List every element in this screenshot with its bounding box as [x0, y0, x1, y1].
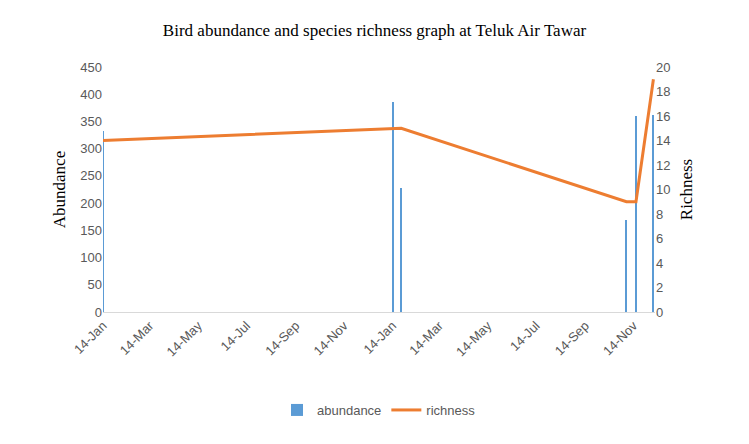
svg-text:Abundance: Abundance — [50, 151, 69, 228]
svg-text:0: 0 — [95, 305, 102, 320]
svg-text:150: 150 — [80, 223, 102, 238]
svg-text:400: 400 — [80, 87, 102, 102]
svg-text:richness: richness — [426, 403, 475, 418]
svg-text:abundance: abundance — [317, 403, 381, 418]
svg-text:14-Mar: 14-Mar — [117, 318, 157, 358]
svg-text:12: 12 — [656, 158, 670, 173]
svg-text:100: 100 — [80, 250, 102, 265]
svg-text:14-Sep: 14-Sep — [552, 318, 592, 358]
svg-text:2: 2 — [656, 280, 663, 295]
svg-text:6: 6 — [656, 231, 663, 246]
svg-text:Bird abundance and species ric: Bird abundance and species richness grap… — [163, 21, 587, 40]
svg-text:200: 200 — [80, 196, 102, 211]
svg-text:350: 350 — [80, 114, 102, 129]
svg-text:14: 14 — [656, 133, 670, 148]
svg-text:16: 16 — [656, 109, 670, 124]
svg-text:4: 4 — [656, 256, 663, 271]
svg-text:Richness: Richness — [677, 159, 696, 220]
svg-text:14-Sep: 14-Sep — [262, 318, 302, 358]
svg-text:50: 50 — [88, 277, 102, 292]
svg-text:14-Jan: 14-Jan — [71, 318, 110, 357]
svg-text:0: 0 — [656, 305, 663, 320]
svg-text:20: 20 — [656, 60, 670, 75]
svg-text:14-Nov: 14-Nov — [311, 318, 352, 359]
svg-text:14-Nov: 14-Nov — [600, 318, 641, 359]
svg-text:450: 450 — [80, 60, 102, 75]
svg-text:14-Mar: 14-Mar — [406, 318, 446, 358]
svg-text:250: 250 — [80, 168, 102, 183]
svg-text:14-Jan: 14-Jan — [360, 318, 399, 357]
svg-text:14-May: 14-May — [453, 318, 495, 360]
svg-text:8: 8 — [656, 207, 663, 222]
svg-text:14-Jul: 14-Jul — [507, 318, 543, 354]
svg-text:14-Jul: 14-Jul — [218, 318, 254, 354]
svg-text:18: 18 — [656, 84, 670, 99]
svg-text:10: 10 — [656, 182, 670, 197]
svg-text:300: 300 — [80, 141, 102, 156]
svg-text:14-May: 14-May — [164, 318, 206, 360]
